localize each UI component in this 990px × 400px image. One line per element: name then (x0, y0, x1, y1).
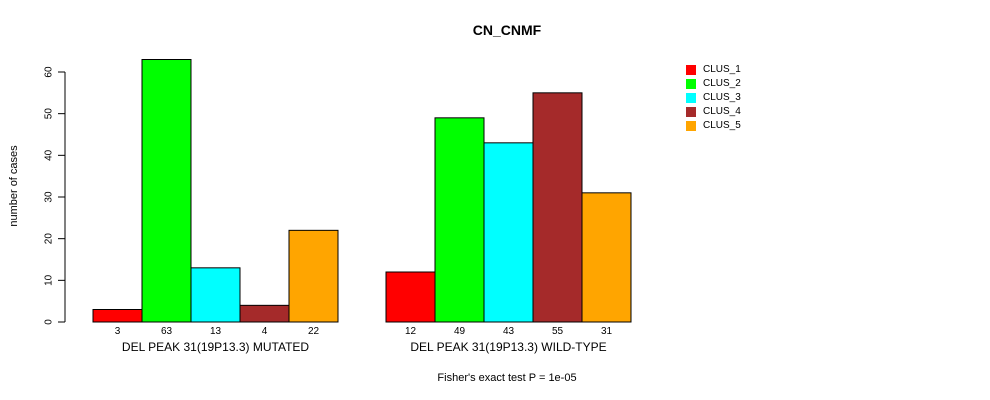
bar-value-label: 31 (601, 326, 613, 337)
bar-clus_2 (141, 59, 192, 323)
bar-clus_1 (385, 271, 436, 323)
legend-swatch (686, 65, 696, 75)
group-label: DEL PEAK 31(19P13.3) WILD-TYPE (410, 340, 606, 354)
y-tick-label: 60 (44, 66, 55, 78)
legend-swatch (686, 79, 696, 89)
legend-label: CLUS_4 (703, 106, 741, 117)
legend-item: CLUS_1 (686, 63, 741, 77)
legend-item: CLUS_4 (686, 105, 741, 119)
chart-title: CN_CNMF (472, 22, 542, 38)
bar-clus_1 (92, 309, 143, 323)
legend-item: CLUS_2 (686, 77, 741, 91)
legend-label: CLUS_3 (703, 92, 741, 103)
legend-label: CLUS_5 (703, 120, 741, 131)
y-tick-label: 20 (44, 233, 55, 245)
bar-clus_5 (288, 229, 339, 323)
bar-clus_3 (190, 267, 241, 323)
group-label: DEL PEAK 31(19P13.3) MUTATED (122, 340, 310, 354)
bar-value-label: 3 (115, 326, 121, 337)
legend-swatch (686, 93, 696, 103)
legend-label: CLUS_1 (703, 64, 741, 75)
y-tick-label: 30 (44, 191, 55, 203)
bar-value-label: 63 (161, 326, 173, 337)
bar-value-label: 55 (552, 326, 564, 337)
bar-value-label: 43 (503, 326, 515, 337)
y-tick-label: 0 (44, 319, 55, 325)
legend-swatch (686, 121, 696, 131)
legend-swatch (686, 107, 696, 117)
bar-value-label: 12 (405, 326, 417, 337)
bar-clus_4 (532, 92, 583, 323)
bar-value-label: 49 (454, 326, 466, 337)
y-tick-label: 50 (44, 108, 55, 120)
legend-label: CLUS_2 (703, 78, 741, 89)
y-tick-label: 10 (44, 274, 55, 286)
bar-value-label: 4 (262, 326, 268, 337)
bar-clus_2 (434, 117, 485, 323)
y-tick-label: 40 (44, 149, 55, 161)
bar-value-label: 22 (308, 326, 320, 337)
bar-value-label: 13 (210, 326, 222, 337)
bar-clus_3 (483, 142, 534, 323)
bar-clus_5 (581, 192, 632, 323)
bar-clus_4 (239, 304, 290, 323)
legend-item: CLUS_5 (686, 119, 741, 133)
legend: CLUS_1 CLUS_2 CLUS_3 CLUS_4 CLUS_5 (686, 63, 741, 133)
footnote: Fisher's exact test P = 1e-05 (437, 372, 577, 384)
legend-item: CLUS_3 (686, 91, 741, 105)
